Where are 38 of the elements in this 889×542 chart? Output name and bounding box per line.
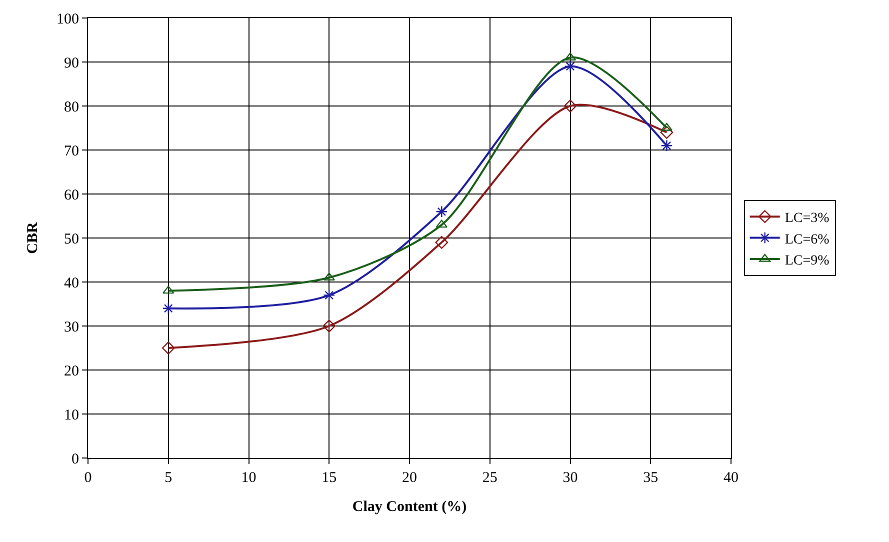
point (322, 320, 336, 332)
x-tick-label: 30 (562, 470, 578, 486)
x-axis-title: Clay Content (%) (352, 499, 467, 515)
legend-label: LC=6% (784, 232, 830, 248)
x-tick-label: 35 (643, 470, 658, 486)
point (660, 140, 673, 152)
y-tick-label: 0 (72, 451, 79, 468)
x-tick-label: 40 (724, 470, 738, 486)
x-tick-label: 15 (322, 470, 337, 486)
y-tick-label: 90 (64, 55, 79, 72)
y-tick-label: 80 (64, 99, 79, 116)
point (564, 60, 576, 72)
point (162, 286, 174, 294)
point (162, 302, 174, 314)
point (323, 289, 336, 302)
y-tick-label: 10 (64, 407, 79, 424)
y-tick-label: 70 (64, 143, 79, 160)
x-tick-label: 10 (241, 470, 256, 486)
point (436, 206, 448, 218)
point (660, 126, 674, 139)
x-tick-label: 5 (164, 470, 172, 486)
y-tick-label: 30 (64, 319, 79, 336)
y-axis-title: CBR (24, 222, 41, 254)
y-tick-label: 40 (64, 275, 79, 292)
y-tick-label: 50 (64, 231, 79, 248)
x-tick-label: 0 (84, 470, 92, 486)
point (564, 100, 577, 112)
y-tick-label: 60 (64, 187, 79, 204)
x-tick-label: 20 (402, 470, 417, 486)
y-tick-label: 20 (64, 363, 79, 380)
point (660, 122, 672, 131)
point (436, 220, 448, 228)
x-tick-label: 25 (482, 470, 498, 486)
legend-label: LC=3% (784, 211, 830, 226)
y-tick-label: 100 (56, 11, 79, 28)
point (435, 236, 448, 249)
legend-label: LC=9% (784, 253, 830, 268)
point (162, 342, 175, 354)
